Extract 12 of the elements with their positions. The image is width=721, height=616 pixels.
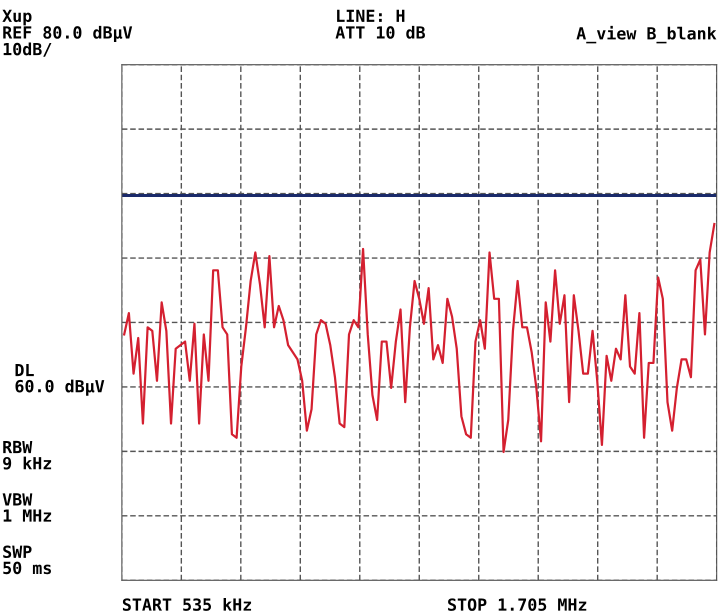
text: VBW 1 MHz: [2, 493, 52, 522]
text: STOP 1.705 MHz: [448, 598, 586, 611]
text: 10dB/: [4, 42, 52, 57]
text: START 535 kHz: [122, 598, 252, 611]
text: DL 60.0 dBμV: [15, 364, 104, 396]
text: SWP 50 ms: [3, 545, 51, 574]
text: ATT 10 dB: [336, 26, 425, 39]
text: A_view B_blank: [576, 26, 716, 44]
text: Xup: [2, 10, 32, 26]
text: REF 80.0 dBμV: [3, 26, 132, 42]
text: RBW 9 kHz: [3, 440, 52, 470]
text: LINE: H: [337, 10, 404, 22]
